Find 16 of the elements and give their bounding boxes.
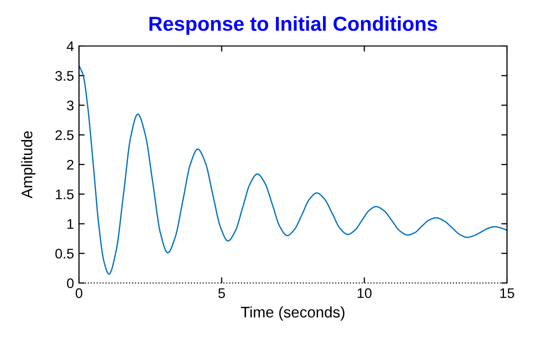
y-tick-label: 2 xyxy=(67,160,74,170)
x-tick-label: 0 xyxy=(76,288,82,298)
chart-title: Response to Initial Conditions xyxy=(149,16,438,35)
y-tick-label: 1 xyxy=(67,219,74,229)
x-axis-title: Time (seconds) xyxy=(240,306,344,321)
x-tick-label: 15 xyxy=(500,288,514,298)
y-tick-label: 2.5 xyxy=(56,130,74,140)
x-tick-label: 10 xyxy=(358,288,372,298)
y-tick-label: 3 xyxy=(66,100,74,110)
y-tick-label: 0.5 xyxy=(55,248,74,259)
y-tick-label: 1.5 xyxy=(56,190,74,200)
x-tick-label: 5 xyxy=(218,288,225,298)
y-axis-title: Amplitude xyxy=(21,131,36,198)
y-tick-label: 4 xyxy=(66,41,74,52)
y-tick-label: 3.5 xyxy=(55,70,74,81)
y-tick-label: 0 xyxy=(66,278,74,288)
